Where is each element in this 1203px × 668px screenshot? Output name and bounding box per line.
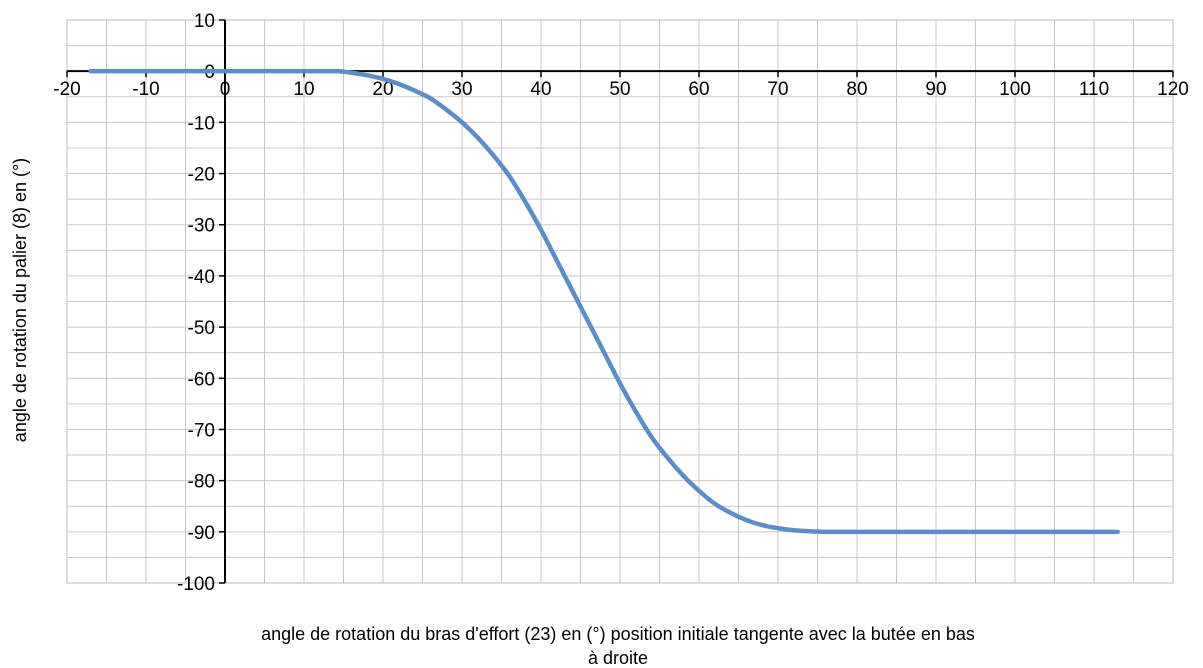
x-tick-label: 70 [767,79,788,100]
y-tick-label: -30 [188,216,215,237]
x-tick-label: 50 [609,79,630,100]
plot-border [66,19,1174,584]
y-tick-label: -100 [177,574,215,595]
chart-series [88,68,1120,535]
y-tick-label: -80 [188,472,215,493]
y-tick-label: 10 [194,11,215,32]
x-tick-label: 120 [1157,79,1189,100]
x-tick-label: 100 [999,79,1031,100]
y-tick-label: -10 [188,113,215,134]
x-tick-label: 30 [451,79,472,100]
y-tick-label: -20 [188,165,215,186]
x-axis-title-line-1: angle de rotation du bras d'effort (23) … [261,624,975,644]
series-line [88,68,1120,535]
y-tick-label: -50 [188,318,215,339]
y-tick-label: -90 [188,523,215,544]
x-tick-label: 90 [925,79,946,100]
y-tick-label: -40 [188,267,215,288]
x-tick-label: 40 [530,79,551,100]
x-tick-label: -10 [132,79,159,100]
x-tick-label: -20 [53,79,80,100]
x-tick-label: 0 [220,79,231,100]
x-tick-label: 110 [1079,79,1109,100]
y-tick-label: -70 [188,420,215,441]
y-tick-label: -60 [188,369,215,390]
x-axis-title-line-2: à droite [588,648,648,668]
x-tick-labels: -20 -10 0 10 20 30 40 50 60 70 80 90 100 110 120 [53,79,1189,100]
x-tick-label: 60 [688,79,709,100]
y-tick-labels: 100-10-20-30-40-50-60-70-80-90-100 [177,11,215,595]
x-tick-label: 10 [293,79,314,100]
y-axis-title: angle de rotation du palier (8) en (°) [10,158,30,442]
x-tick-label: 80 [846,79,867,100]
chart-grid-minor [66,19,1174,584]
x-tick-label: 20 [372,79,393,100]
